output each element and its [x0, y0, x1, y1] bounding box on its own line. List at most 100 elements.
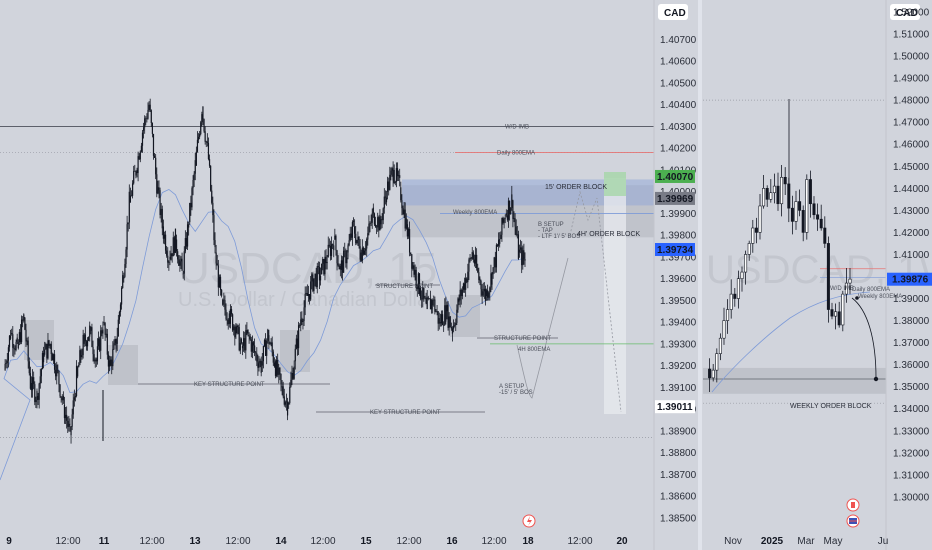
candle-body [292, 372, 294, 379]
candle-body [156, 174, 158, 194]
candle-body [389, 174, 391, 190]
candle-body [379, 214, 381, 231]
candle-body [99, 338, 101, 351]
candle-body [245, 330, 247, 351]
candle-body [480, 280, 482, 290]
candle-body [248, 335, 250, 337]
candle-body [472, 252, 474, 260]
candle-body [474, 254, 477, 264]
candle-body [351, 221, 354, 238]
candle-body [336, 250, 338, 264]
candle-body [297, 325, 300, 349]
candle-body [502, 217, 504, 223]
left-time-tick: 12:00 [481, 536, 506, 547]
weekly-candle-body [816, 214, 820, 220]
weekly-candle-body [783, 177, 787, 185]
weekly-candle-body [769, 192, 773, 200]
weekly-candle-body [834, 311, 838, 317]
candle-body [492, 267, 494, 275]
candle-body [289, 386, 291, 403]
candle-body [466, 278, 468, 283]
candle-body [394, 181, 396, 183]
candle-body [458, 298, 460, 302]
left-price-tick: 1.39400 [660, 318, 697, 329]
candle-body [304, 293, 306, 308]
candle-body [77, 367, 79, 377]
candle-body [218, 276, 221, 288]
weekly-candle-body [805, 179, 809, 233]
candle-body [445, 305, 447, 322]
left-price-tick: 1.39800 [660, 231, 697, 242]
candle-body [95, 359, 97, 362]
candle-body [273, 362, 275, 367]
candle-body [240, 339, 243, 343]
right-price-tick: 1.43000 [893, 206, 930, 217]
right-price-label-badge [887, 272, 932, 286]
candle-body [495, 244, 498, 268]
candle-body [504, 218, 506, 219]
candle-body [520, 247, 522, 250]
candle-body [215, 252, 217, 264]
candle-body [268, 335, 270, 345]
candle-body [201, 114, 203, 123]
candle-body [142, 127, 145, 131]
candle-body [503, 218, 505, 223]
candle-body [91, 327, 93, 347]
candle-body [118, 312, 121, 320]
candle-body [33, 377, 35, 385]
left-time-tick: 12:00 [310, 536, 335, 547]
weekly-candle-body [751, 227, 755, 244]
candle-body [367, 233, 369, 240]
candle-body [424, 297, 426, 299]
candle-body [222, 299, 224, 305]
candle-body [278, 368, 280, 375]
candle-body [510, 207, 512, 215]
candle-body [110, 359, 112, 366]
candle-body [478, 272, 480, 280]
candle-body [384, 196, 387, 198]
candle-body [382, 208, 384, 221]
candle-body [155, 157, 157, 175]
candle-body [345, 250, 347, 264]
candle-body [147, 109, 149, 119]
left-price-tick: 1.40200 [660, 144, 697, 155]
candle-body [381, 219, 383, 221]
candle-body [350, 233, 352, 238]
candle-body [210, 165, 212, 191]
weekly-candle-body [837, 311, 841, 326]
candle-body [391, 168, 393, 171]
candle-body [318, 266, 321, 281]
a-setup-detail-label: -15' / 5' BOS [499, 390, 533, 396]
candle-body [244, 338, 246, 351]
candle-body [334, 235, 336, 240]
chart-divider[interactable] [698, 0, 702, 550]
candle-body [407, 229, 410, 237]
candle-body [372, 207, 374, 214]
candle-body [489, 287, 491, 293]
candle-body [151, 122, 153, 134]
right-price-tick: 1.30000 [893, 492, 930, 503]
candle-body [378, 217, 380, 231]
candle-body [416, 284, 418, 290]
candle-body [71, 414, 73, 427]
a-setup-arrow [516, 257, 569, 399]
candle-body [86, 340, 89, 347]
candle-body [437, 311, 439, 324]
candle-body [224, 300, 226, 310]
candle-body [255, 352, 257, 354]
candle-body [433, 299, 435, 301]
candle-body [80, 350, 82, 358]
candle-body [307, 294, 310, 297]
candle-body [22, 319, 24, 321]
candle-body [435, 311, 437, 313]
right-time-tick: May [824, 536, 843, 547]
candle-body [233, 326, 235, 331]
candle-body [181, 258, 183, 271]
candle-body [326, 262, 328, 264]
candle-body [434, 299, 436, 312]
candle-body [280, 373, 282, 384]
candle-body [449, 316, 451, 328]
candle-body [44, 349, 46, 355]
candle-body [140, 145, 142, 152]
candle-body [507, 200, 510, 220]
